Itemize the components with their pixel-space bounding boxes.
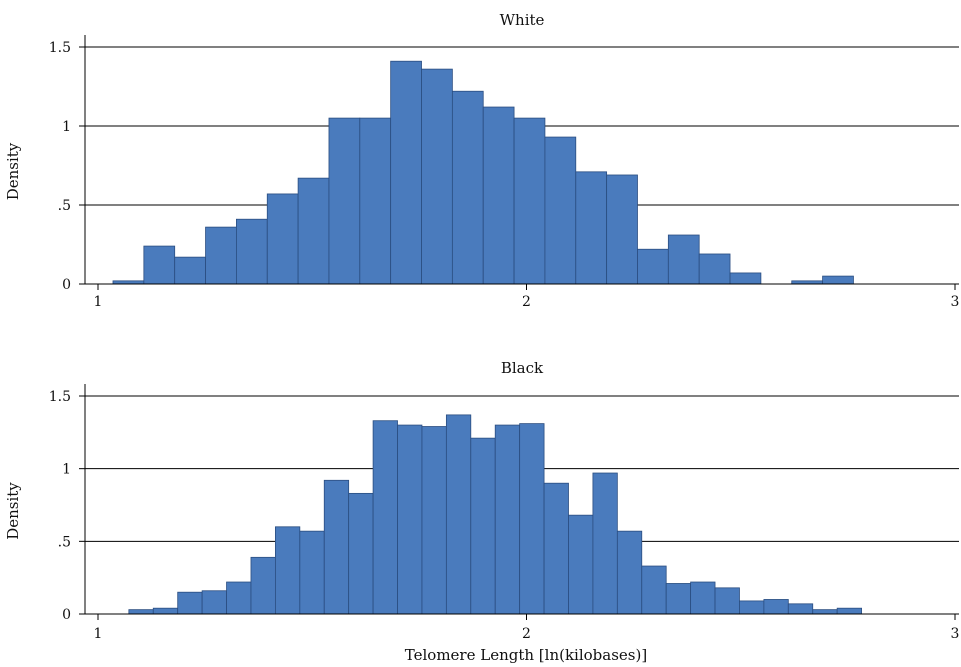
panel-title: Black xyxy=(501,359,544,377)
histogram-bar xyxy=(568,514,594,615)
panel-black: 0 .5 1 1.5 1 2 3 Black Density Telomere Length [l… xyxy=(4,359,959,664)
histogram-bar xyxy=(592,472,618,615)
histogram-bar xyxy=(359,117,392,285)
histogram-bar xyxy=(250,556,276,615)
histogram-bar xyxy=(274,526,301,615)
histogram-bar xyxy=(665,583,692,615)
histogram-bar xyxy=(543,482,569,615)
y-axis-label: Density xyxy=(4,142,22,200)
histogram-bar xyxy=(201,590,227,615)
histogram-bar xyxy=(690,581,716,615)
histogram-bar xyxy=(128,609,154,615)
histogram-bar xyxy=(397,424,423,615)
histogram-bar xyxy=(226,581,252,615)
histogram-bar xyxy=(323,479,350,615)
x-tick-label: 3 xyxy=(951,626,960,642)
histogram-bar xyxy=(822,275,854,285)
histogram-bar xyxy=(763,599,789,615)
histogram-bar xyxy=(236,218,268,285)
y-tick-label: 1 xyxy=(62,462,71,478)
x-tick-label: 1 xyxy=(94,626,103,642)
histogram-bar xyxy=(836,607,862,615)
histogram-bar xyxy=(739,600,765,615)
histogram-bar xyxy=(470,437,496,615)
histogram-bar xyxy=(421,68,453,285)
histogram-bar xyxy=(729,272,762,285)
histogram-bar xyxy=(328,117,361,285)
histogram-bar xyxy=(205,226,237,285)
x-tick-label: 3 xyxy=(951,294,960,310)
y-tick-label: 0 xyxy=(62,607,71,623)
histogram-bar xyxy=(143,245,176,285)
panel-title: White xyxy=(500,11,545,29)
histogram-bar xyxy=(482,106,515,285)
histogram-bar xyxy=(519,423,545,615)
histogram-bar xyxy=(372,420,398,615)
histogram-bar xyxy=(714,587,740,615)
histogram-bar xyxy=(451,90,484,285)
histogram-bar xyxy=(297,177,330,285)
histogram-bar xyxy=(637,248,669,285)
x-tick-label: 1 xyxy=(94,294,103,310)
histogram-bar xyxy=(606,174,638,285)
panel-white: 0 .5 1 1.5 1 2 3 White Density xyxy=(4,11,959,310)
histogram-bar xyxy=(390,60,422,285)
histogram-bar xyxy=(174,256,206,285)
histogram-bar xyxy=(575,171,608,285)
histogram-bar xyxy=(266,193,299,285)
y-tick-label: 1 xyxy=(62,119,71,135)
y-tick-label: 1.5 xyxy=(49,389,71,405)
histogram-bar xyxy=(544,136,577,285)
x-tick-label: 2 xyxy=(522,294,531,310)
y-tick-label: 1.5 xyxy=(49,40,71,56)
histogram-bar xyxy=(177,591,203,615)
histogram-bar xyxy=(445,414,472,615)
histogram-bar xyxy=(812,609,838,615)
histogram-bar xyxy=(152,607,179,615)
x-axis-label: Telomere Length [ln(kilobases)] xyxy=(405,646,647,664)
histogram-bar xyxy=(641,565,667,615)
histogram-bar xyxy=(299,530,325,615)
histogram-bar xyxy=(421,426,447,615)
x-tick-label: 2 xyxy=(522,626,531,642)
y-axis-label: Density xyxy=(4,482,22,540)
y-tick-label: .5 xyxy=(58,198,71,214)
histogram-bar xyxy=(787,603,814,615)
y-tick-label: .5 xyxy=(58,534,71,550)
histogram-bar xyxy=(494,424,521,615)
histogram-bar xyxy=(667,234,700,285)
y-tick-label: 0 xyxy=(62,277,71,293)
histogram-bar xyxy=(698,253,731,285)
histogram-bar xyxy=(348,492,374,615)
histogram-bar xyxy=(616,530,643,615)
histogram-bar xyxy=(513,117,546,285)
